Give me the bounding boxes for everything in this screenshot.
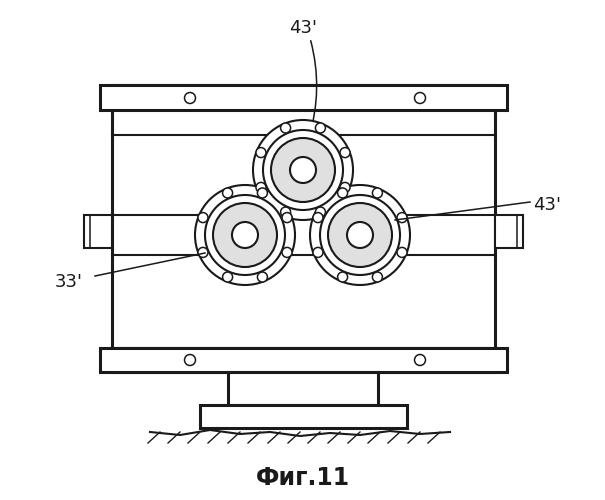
Circle shape — [397, 248, 407, 258]
Circle shape — [198, 248, 208, 258]
Text: 43': 43' — [533, 196, 561, 214]
Circle shape — [185, 354, 195, 366]
Circle shape — [213, 203, 277, 267]
Circle shape — [271, 138, 335, 202]
Circle shape — [256, 182, 266, 192]
Circle shape — [313, 212, 323, 222]
Circle shape — [205, 195, 285, 275]
Circle shape — [281, 123, 290, 133]
Circle shape — [310, 185, 410, 285]
Circle shape — [414, 354, 425, 366]
Text: Фиг.11: Фиг.11 — [256, 466, 350, 490]
Circle shape — [256, 148, 266, 158]
Circle shape — [414, 92, 425, 104]
Circle shape — [328, 203, 392, 267]
Bar — [100, 348, 507, 372]
Circle shape — [313, 248, 323, 258]
Text: 33': 33' — [55, 273, 83, 291]
Circle shape — [373, 272, 382, 282]
Circle shape — [263, 130, 343, 210]
Circle shape — [195, 185, 295, 285]
Bar — [112, 85, 495, 372]
Circle shape — [340, 182, 350, 192]
Circle shape — [338, 188, 348, 198]
Circle shape — [232, 222, 258, 248]
Circle shape — [373, 188, 382, 198]
Circle shape — [397, 212, 407, 222]
Circle shape — [223, 272, 232, 282]
Circle shape — [338, 272, 348, 282]
Bar — [84, 215, 112, 248]
Circle shape — [340, 148, 350, 158]
Circle shape — [281, 207, 290, 217]
Bar — [200, 405, 407, 428]
Circle shape — [198, 212, 208, 222]
Circle shape — [320, 195, 400, 275]
Circle shape — [253, 120, 353, 220]
Circle shape — [257, 272, 267, 282]
Circle shape — [282, 248, 292, 258]
Circle shape — [282, 212, 292, 222]
Bar — [100, 85, 507, 110]
Circle shape — [223, 188, 232, 198]
Circle shape — [257, 188, 267, 198]
Circle shape — [347, 222, 373, 248]
Bar — [228, 372, 378, 405]
Circle shape — [185, 92, 195, 104]
Bar — [495, 215, 523, 248]
Circle shape — [315, 207, 325, 217]
Circle shape — [290, 157, 316, 183]
Text: 43': 43' — [289, 19, 317, 37]
Circle shape — [315, 123, 325, 133]
